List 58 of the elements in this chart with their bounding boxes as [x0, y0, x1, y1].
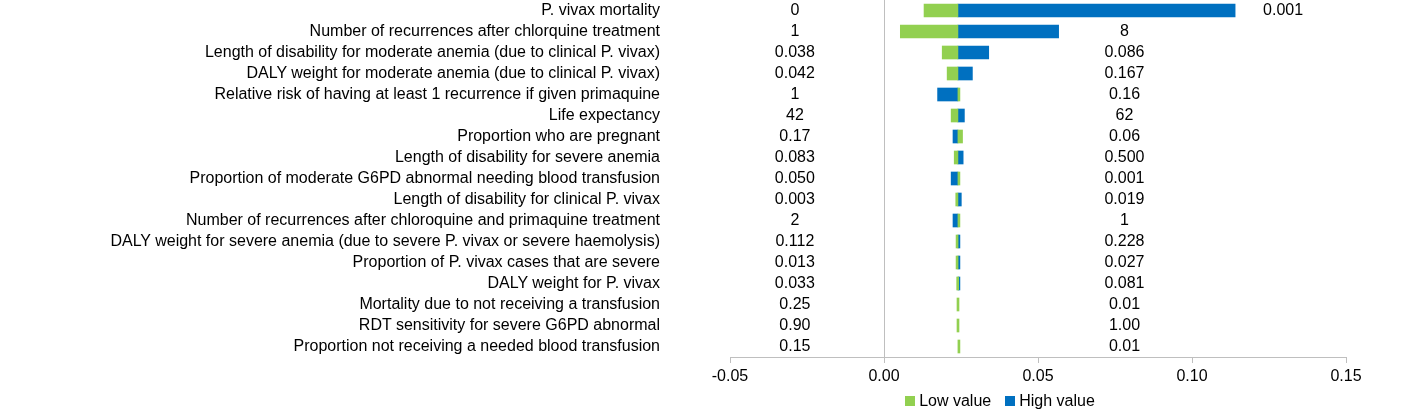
y-tick-label: Number of recurrences after chlorquine treatment: [309, 21, 661, 39]
y-tick-label: Length of disability for moderate anemia (due to clinical P. vivax): [204, 42, 660, 60]
y-tick-label: Proportion not receiving a needed blood transfusion: [293, 336, 660, 354]
y-tick-label: DALY weight for moderate anemia (due to clinical P. vivax): [246, 63, 660, 81]
annotation: 0.042: [774, 63, 816, 81]
x-tick-label: -0.05: [711, 367, 749, 385]
y-tick-label: RDT sensitivity for severe G6PD abnormal: [358, 315, 660, 333]
annotation: 62: [1115, 105, 1134, 123]
annotation: 0.01: [1108, 336, 1141, 354]
annotation: 0.081: [1104, 273, 1145, 291]
annotation: 0.167: [1104, 63, 1145, 81]
annotation: 0.027: [1104, 252, 1145, 270]
annotation: 0.003: [774, 189, 816, 207]
y-tick-label: Life expectancy: [548, 105, 660, 123]
annotation: 0.086: [1104, 42, 1145, 60]
annotation: 2: [790, 210, 800, 228]
annotation: 0.033: [774, 273, 816, 291]
annotation: 0.228: [1104, 231, 1145, 249]
annotation: 1: [790, 84, 800, 102]
annotation: 0.013: [774, 252, 816, 270]
y-tick-label: Relative risk of having at least 1 recurrence if given primaquine: [214, 84, 661, 102]
annotation: 0.001: [1104, 168, 1145, 186]
x-tick-label: 0.10: [1176, 367, 1208, 385]
x-tick-label: 0.05: [1022, 367, 1054, 385]
annotation: 0: [790, 0, 800, 18]
y-tick-label: Proportion of moderate G6PD abnormal needing blood transfusion: [189, 168, 660, 186]
annotation: 0.038: [774, 42, 816, 60]
legend-label: Low value: [919, 392, 992, 410]
annotation: 0.083: [774, 147, 816, 165]
y-tick-label: Proportion of P. vivax cases that are severe: [352, 252, 661, 270]
y-tick-label: DALY weight for severe anemia (due to severe P. vivax or severe haemolysis): [110, 231, 660, 249]
y-tick-label: Mortality due to not receiving a transfusion: [359, 294, 660, 312]
annotation: 1: [790, 21, 800, 39]
legend-label: High value: [1019, 392, 1095, 410]
annotation: 0.01: [1108, 294, 1141, 312]
annotation: 0.17: [779, 126, 811, 144]
annotation: 8: [1120, 21, 1130, 39]
annotation: 0.500: [1104, 147, 1145, 165]
annotation: 0.06: [1108, 126, 1141, 144]
annotation: 0.001: [1263, 0, 1304, 18]
annotation: 0.15: [779, 336, 811, 354]
y-tick-label: DALY weight for P. vivax: [487, 273, 660, 291]
y-tick-label: Length of disability for clinical P. vivax: [393, 189, 660, 207]
annotation: 0.112: [775, 231, 815, 249]
y-tick-label: Proportion who are pregnant: [457, 126, 661, 144]
annotation: 42: [785, 105, 804, 123]
annotation: 0.050: [774, 168, 816, 186]
annotation: 1: [1120, 210, 1130, 228]
y-tick-label: P. vivax mortality: [541, 0, 660, 18]
annotation: 0.019: [1104, 189, 1145, 207]
annotation: 1.00: [1108, 315, 1141, 333]
x-tick-label: 0.00: [868, 367, 900, 385]
x-tick-label: 0.15: [1330, 367, 1362, 385]
y-tick-label: Length of disability for severe anemia: [394, 147, 661, 165]
annotation: 0.90: [779, 315, 811, 333]
annotation: 0.16: [1108, 84, 1141, 102]
annotation: 0.25: [779, 294, 811, 312]
y-tick-label: Number of recurrences after chloroquine and primaquine treatment: [185, 210, 661, 228]
